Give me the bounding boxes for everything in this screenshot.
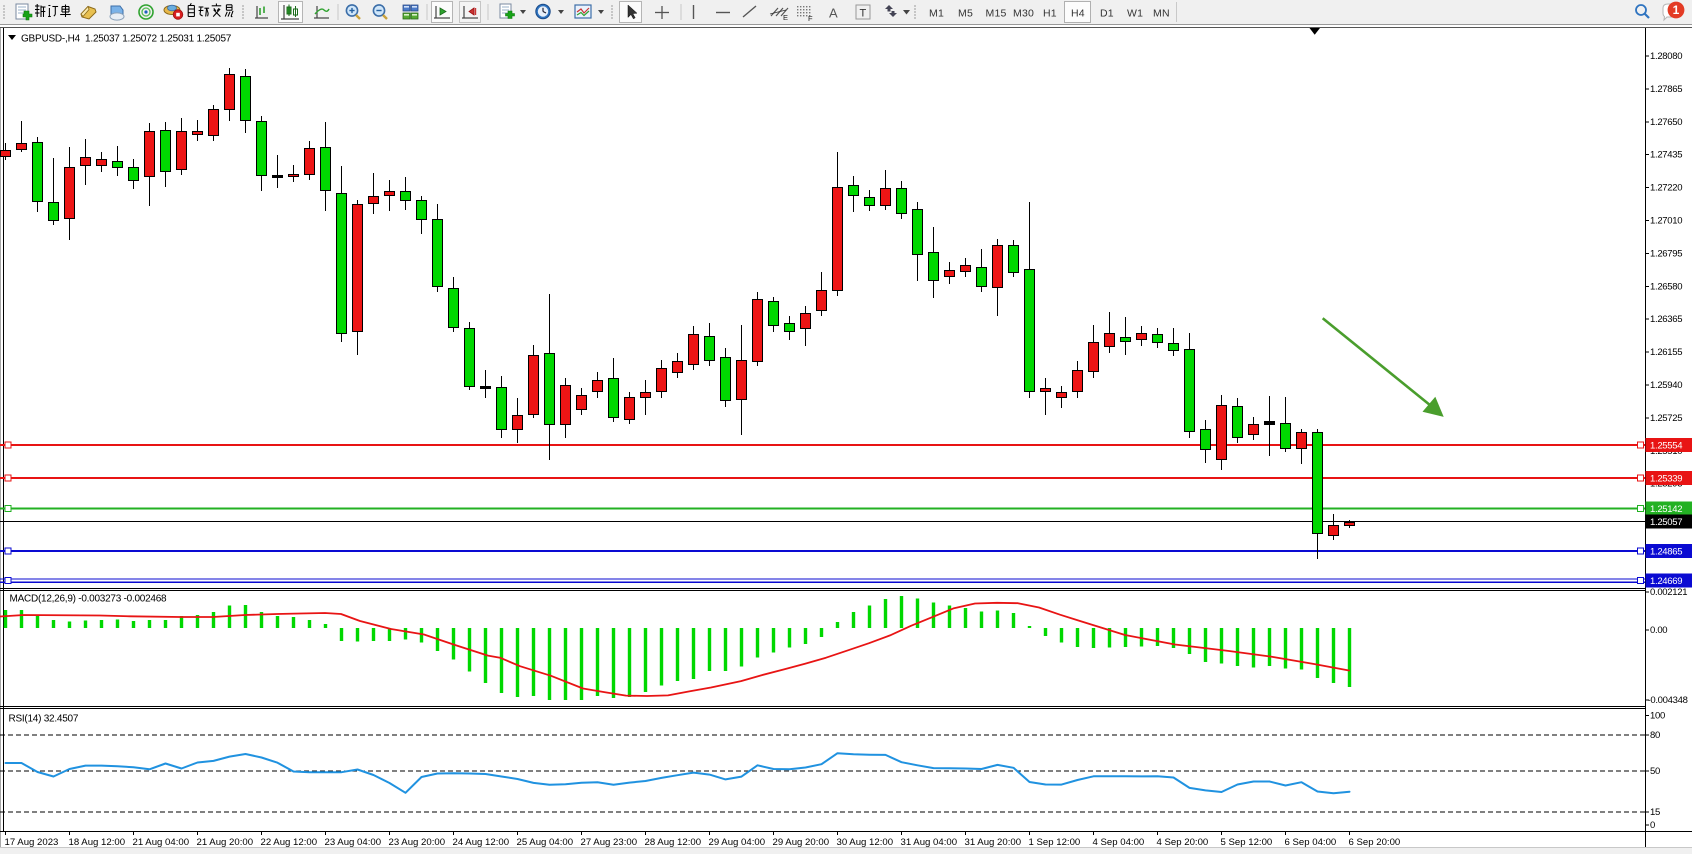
svg-text:1.25554: 1.25554: [1650, 441, 1682, 452]
svg-text:F: F: [808, 14, 813, 23]
svg-text:1.27435: 1.27435: [1650, 150, 1682, 161]
svg-text:1.26155: 1.26155: [1650, 347, 1682, 358]
svg-text:15: 15: [1650, 807, 1660, 818]
svg-text:21 Aug 20:00: 21 Aug 20:00: [197, 837, 254, 848]
svg-text:1.25057: 1.25057: [1650, 517, 1682, 528]
svg-text:25 Aug 04:00: 25 Aug 04:00: [517, 837, 574, 848]
svg-text:1.27220: 1.27220: [1650, 183, 1682, 194]
svg-text:1.24669: 1.24669: [1650, 576, 1682, 587]
svg-text:23 Aug 20:00: 23 Aug 20:00: [389, 837, 446, 848]
svg-text:H4: H4: [1071, 8, 1085, 20]
svg-text:1.26580: 1.26580: [1650, 281, 1682, 292]
svg-text:17 Aug 2023: 17 Aug 2023: [5, 837, 59, 848]
svg-text:23 Aug 04:00: 23 Aug 04:00: [325, 837, 382, 848]
svg-text:GBPUSD-,H4 1.25037 1.25072 1.: GBPUSD-,H4 1.25037 1.25072 1.25031 1.250…: [21, 34, 232, 45]
svg-text:24 Aug 12:00: 24 Aug 12:00: [453, 837, 510, 848]
svg-text:M30: M30: [1013, 8, 1034, 20]
svg-text:31 Aug 04:00: 31 Aug 04:00: [901, 837, 958, 848]
svg-text:4 Sep 04:00: 4 Sep 04:00: [1093, 837, 1145, 848]
svg-text:1: 1: [1673, 3, 1680, 17]
svg-text:0.002121: 0.002121: [1650, 587, 1687, 598]
svg-text:1.25940: 1.25940: [1650, 380, 1682, 391]
svg-text:1.26365: 1.26365: [1650, 314, 1682, 325]
svg-text:80: 80: [1650, 730, 1660, 741]
svg-text:1.27650: 1.27650: [1650, 117, 1682, 128]
svg-text:H1: H1: [1043, 8, 1057, 20]
svg-text:M5: M5: [958, 8, 973, 20]
svg-text:MACD(12,26,9) -0.003273 -0.002: MACD(12,26,9) -0.003273 -0.002468: [10, 594, 168, 605]
svg-text:6 Sep 04:00: 6 Sep 04:00: [1285, 837, 1337, 848]
svg-text:D1: D1: [1100, 8, 1114, 20]
svg-text:21 Aug 04:00: 21 Aug 04:00: [133, 837, 190, 848]
svg-text:1.25339: 1.25339: [1650, 474, 1682, 485]
svg-text:1.26795: 1.26795: [1650, 248, 1682, 259]
svg-text:E: E: [783, 13, 788, 22]
svg-text:M15: M15: [986, 8, 1007, 20]
svg-text:27 Aug 23:00: 27 Aug 23:00: [581, 837, 638, 848]
svg-text:RSI(14) 32.4507: RSI(14) 32.4507: [9, 714, 79, 725]
svg-text:5 Sep 12:00: 5 Sep 12:00: [1221, 837, 1273, 848]
svg-text:0.00: 0.00: [1650, 625, 1667, 636]
svg-text:1.27865: 1.27865: [1650, 84, 1682, 95]
svg-text:1 Sep 12:00: 1 Sep 12:00: [1029, 837, 1081, 848]
svg-text:1.28080: 1.28080: [1650, 51, 1682, 62]
svg-text:50: 50: [1650, 766, 1660, 777]
svg-text:28 Aug 12:00: 28 Aug 12:00: [645, 837, 702, 848]
svg-text:6 Sep 20:00: 6 Sep 20:00: [1349, 837, 1401, 848]
svg-text:MN: MN: [1153, 8, 1170, 20]
svg-text:22 Aug 12:00: 22 Aug 12:00: [261, 837, 318, 848]
svg-text:A: A: [829, 6, 838, 21]
svg-text:W1: W1: [1127, 8, 1143, 20]
svg-text:1.24865: 1.24865: [1650, 547, 1682, 558]
svg-text:31 Aug 20:00: 31 Aug 20:00: [965, 837, 1022, 848]
svg-text:1.27010: 1.27010: [1650, 216, 1682, 227]
svg-text:30 Aug 12:00: 30 Aug 12:00: [837, 837, 894, 848]
svg-text:29 Aug 20:00: 29 Aug 20:00: [773, 837, 830, 848]
svg-text:0: 0: [1650, 820, 1655, 831]
svg-text:4 Sep 20:00: 4 Sep 20:00: [1157, 837, 1209, 848]
svg-text:1.25725: 1.25725: [1650, 413, 1682, 424]
svg-text:1.25142: 1.25142: [1650, 504, 1682, 515]
svg-text:M1: M1: [929, 8, 944, 20]
svg-text:-0.004348: -0.004348: [1648, 695, 1688, 706]
svg-text:29 Aug 04:00: 29 Aug 04:00: [709, 837, 766, 848]
svg-text:100: 100: [1650, 711, 1665, 722]
svg-text:18 Aug 12:00: 18 Aug 12:00: [69, 837, 126, 848]
svg-text:T: T: [860, 8, 867, 20]
